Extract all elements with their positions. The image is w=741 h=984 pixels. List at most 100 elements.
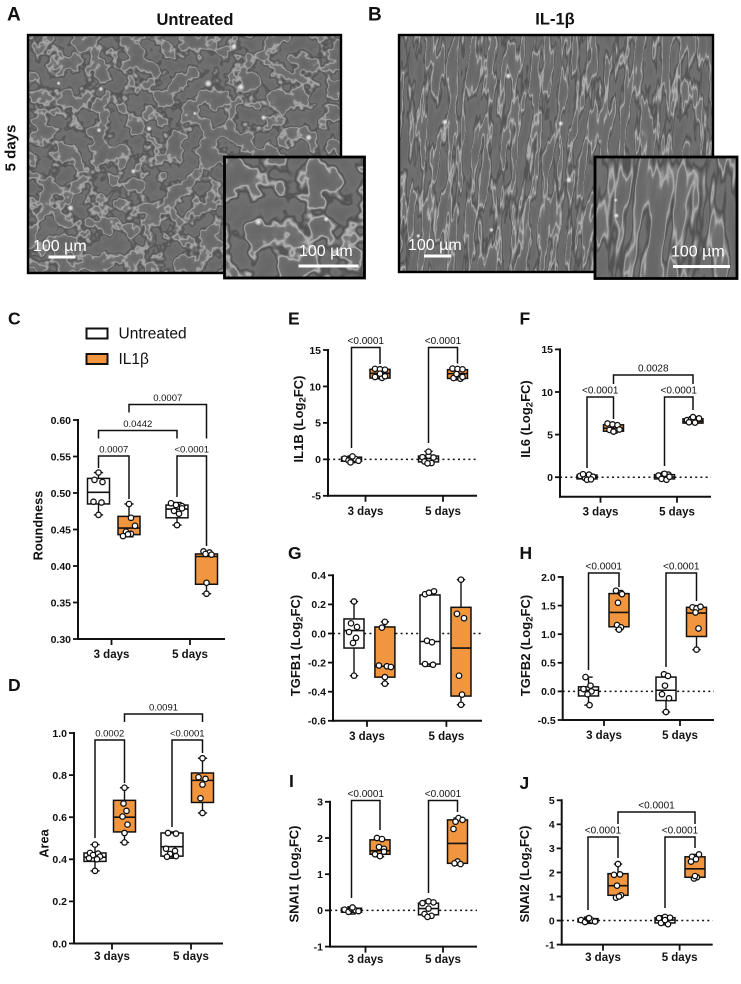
svg-text:Area: Area [37,828,52,857]
svg-text:0.0: 0.0 [541,686,556,698]
svg-text:-0.4: -0.4 [308,687,326,699]
svg-text:2: 2 [549,867,555,879]
svg-text:0: 0 [315,454,321,466]
svg-text:100 µm: 100 µm [299,243,353,260]
svg-text:5 days: 5 days [662,952,698,964]
svg-text:0.50: 0.50 [51,488,72,500]
svg-text:1: 1 [549,891,555,903]
svg-text:<0.0001: <0.0001 [170,729,205,740]
svg-text:0.30: 0.30 [51,634,72,646]
svg-text:H: H [520,543,533,563]
svg-text:2: 2 [317,833,323,845]
svg-text:5 days: 5 days [659,507,695,519]
svg-text:3 days: 3 days [349,731,385,743]
svg-text:3 days: 3 days [586,730,622,742]
svg-text:IL1β: IL1β [119,351,150,368]
svg-text:-0.2: -0.2 [308,657,326,669]
svg-text:5 days: 5 days [172,649,208,661]
svg-text:G: G [288,543,302,563]
svg-text:-0.6: -0.6 [308,716,326,728]
svg-text:5 days: 5 days [173,951,209,963]
svg-text:Untreated: Untreated [119,326,187,343]
svg-text:SNAI2 (Log2FC): SNAI2 (Log2FC) [517,825,535,922]
svg-text:0.0: 0.0 [52,938,67,950]
svg-text:1.0: 1.0 [541,629,556,641]
svg-text:<0.0001: <0.0001 [348,336,385,347]
svg-text:C: C [8,309,21,329]
svg-text:0.2: 0.2 [52,896,67,908]
svg-text:IL6 (Log2FC): IL6 (Log2FC) [518,380,536,458]
svg-text:5: 5 [315,418,321,430]
svg-text:0: 0 [317,905,323,917]
svg-text:5: 5 [549,795,555,807]
svg-text:3: 3 [549,843,555,855]
svg-text:<0.0001: <0.0001 [586,562,623,573]
svg-text:5 days: 5 days [425,506,461,518]
svg-text:15: 15 [309,345,321,357]
svg-text:Roundness: Roundness [31,491,46,561]
svg-text:0.40: 0.40 [51,561,72,573]
svg-text:Untreated: Untreated [156,11,233,29]
svg-text:3 days: 3 days [94,649,130,661]
svg-text:J: J [520,773,530,793]
svg-text:0.4: 0.4 [311,570,326,582]
svg-text:<0.0001: <0.0001 [661,386,698,397]
svg-text:0.0028: 0.0028 [638,364,669,375]
svg-text:5: 5 [547,429,553,441]
svg-text:1.5: 1.5 [541,600,556,612]
svg-text:0.0442: 0.0442 [123,419,152,430]
svg-text:15: 15 [541,344,553,356]
svg-text:3 days: 3 days [348,954,384,966]
svg-text:TGFB1 (Log2FC): TGFB1 (Log2FC) [288,595,306,696]
svg-text:0.0007: 0.0007 [153,393,182,404]
svg-text:TGFB2 (Log2FC): TGFB2 (Log2FC) [518,595,536,696]
svg-text:A: A [7,4,21,25]
svg-text:-0.5: -0.5 [538,715,556,727]
svg-text:5 days: 5 days [425,954,461,966]
svg-text:0.0007: 0.0007 [99,445,128,456]
svg-text:3 days: 3 days [585,952,621,964]
svg-text:-1: -1 [314,941,323,953]
svg-text:F: F [520,308,531,328]
svg-text:1.0: 1.0 [52,728,67,740]
svg-text:<0.0001: <0.0001 [582,386,619,397]
svg-text:0.55: 0.55 [51,451,72,463]
svg-text:0.5: 0.5 [541,658,556,670]
svg-text:3: 3 [317,797,323,809]
svg-text:<0.0001: <0.0001 [425,789,462,800]
svg-text:D: D [8,675,21,695]
svg-text:<0.0001: <0.0001 [663,562,700,573]
svg-text:0.60: 0.60 [51,415,72,427]
svg-text:5 days: 5 days [662,730,698,742]
svg-text:0.6: 0.6 [52,812,67,824]
svg-text:<0.0001: <0.0001 [348,789,385,800]
svg-text:2.0: 2.0 [541,572,556,584]
svg-text:3 days: 3 days [348,506,384,518]
svg-text:0.8: 0.8 [52,770,67,782]
svg-text:10: 10 [541,387,553,399]
svg-text:IL-1β: IL-1β [535,11,574,29]
svg-text:<0.0001: <0.0001 [638,801,675,812]
svg-text:5 days: 5 days [3,125,20,172]
svg-text:1: 1 [317,869,323,881]
svg-text:0.0091: 0.0091 [149,703,178,714]
svg-text:5 days: 5 days [428,731,464,743]
svg-text:100 µm: 100 µm [408,237,462,254]
svg-text:3 days: 3 days [583,507,619,519]
svg-text:<0.0001: <0.0001 [174,445,209,456]
svg-text:E: E [288,308,300,328]
svg-text:0.0: 0.0 [311,628,326,640]
svg-text:10: 10 [309,381,321,393]
svg-text:0: 0 [549,915,555,927]
svg-text:-5: -5 [312,491,321,503]
svg-text:4: 4 [549,819,555,831]
svg-text:100 µm: 100 µm [33,238,87,255]
svg-text:3 days: 3 days [94,951,130,963]
svg-text:<0.0001: <0.0001 [662,826,699,837]
svg-text:0.35: 0.35 [51,597,72,609]
svg-text:B: B [368,4,382,25]
svg-text:SNAI1 (Log2FC): SNAI1 (Log2FC) [287,825,305,922]
svg-text:IL1B (Log2FC): IL1B (Log2FC) [291,376,309,463]
svg-text:0.2: 0.2 [311,599,326,611]
svg-text:-1: -1 [545,939,554,951]
